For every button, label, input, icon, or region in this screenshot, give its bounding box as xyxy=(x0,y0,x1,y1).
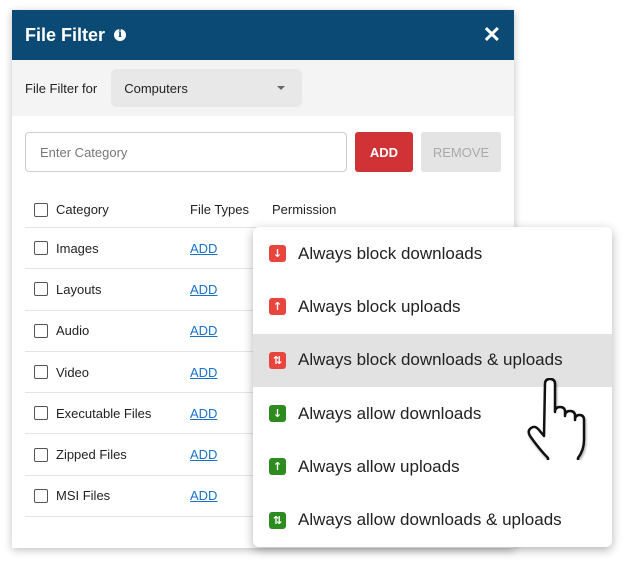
chevron-down-icon xyxy=(277,86,286,90)
filter-for-label: File Filter for xyxy=(25,80,98,96)
arrow-up-icon: ↑ xyxy=(269,298,286,316)
select-all-checkbox[interactable] xyxy=(34,202,48,217)
dialog-header: File Filter i ✕ xyxy=(12,10,514,60)
category-name: Executable Files xyxy=(56,405,152,421)
permission-option[interactable]: ⇅ Always block downloads & uploads xyxy=(253,333,612,387)
arrow-up-icon: ↑ xyxy=(269,458,286,476)
category-name: Video xyxy=(56,364,90,380)
remove-button[interactable]: REMOVE xyxy=(421,132,501,172)
row-checkbox[interactable] xyxy=(34,323,48,338)
add-file-types-link[interactable]: ADD xyxy=(190,364,218,380)
category-name: Zipped Files xyxy=(56,447,127,463)
add-file-types-link[interactable]: ADD xyxy=(190,447,218,463)
column-header-file-types: File Types xyxy=(190,202,250,217)
add-file-types-link[interactable]: ADD xyxy=(190,488,218,504)
row-checkbox[interactable] xyxy=(34,488,48,503)
arrow-down-icon: ↓ xyxy=(269,245,286,263)
category-name: Images xyxy=(56,240,99,256)
add-button[interactable]: ADD xyxy=(355,132,413,172)
row-checkbox[interactable] xyxy=(34,241,48,256)
category-input-row: ADD REMOVE xyxy=(25,132,501,172)
row-checkbox[interactable] xyxy=(34,447,48,462)
info-icon[interactable]: i xyxy=(114,29,127,41)
add-file-types-link[interactable]: ADD xyxy=(190,281,218,297)
row-checkbox[interactable] xyxy=(34,406,48,421)
dialog-title: File Filter xyxy=(25,24,106,45)
add-file-types-link[interactable]: ADD xyxy=(190,405,218,421)
hand-pointer-cursor-icon xyxy=(527,378,586,460)
row-checkbox[interactable] xyxy=(34,365,48,380)
permission-option[interactable]: ↓ Always allow downloads xyxy=(253,387,612,440)
row-checkbox[interactable] xyxy=(34,282,48,297)
arrows-up-down-icon: ⇅ xyxy=(269,511,286,529)
arrow-down-icon: ↓ xyxy=(269,405,286,423)
filter-bar: File Filter for Computers xyxy=(12,60,514,116)
add-file-types-link[interactable]: ADD xyxy=(190,240,218,256)
permission-option[interactable]: ↓ Always block downloads xyxy=(253,227,612,280)
arrows-up-down-icon: ⇅ xyxy=(269,351,286,369)
permission-option-label: Always block uploads xyxy=(298,296,461,316)
table-header: Category File Types Permission xyxy=(25,192,505,228)
permission-option-label: Always block downloads & uploads xyxy=(298,350,563,370)
filter-for-select[interactable]: Computers xyxy=(111,69,303,107)
column-header-category: Category xyxy=(56,202,109,217)
permission-option-label: Always allow uploads xyxy=(298,456,460,476)
column-header-permission: Permission xyxy=(272,202,337,217)
permission-option-label: Always block downloads xyxy=(298,243,483,263)
category-name: MSI Files xyxy=(56,488,111,504)
category-input[interactable] xyxy=(25,132,347,172)
category-name: Layouts xyxy=(56,281,102,297)
permission-option-label: Always allow downloads & uploads xyxy=(298,510,562,530)
filter-for-value: Computers xyxy=(124,80,188,96)
add-file-types-link[interactable]: ADD xyxy=(190,323,218,339)
close-icon[interactable]: ✕ xyxy=(482,22,501,47)
permission-option[interactable]: ⇅ Always allow downloads & uploads xyxy=(253,493,612,546)
permission-option[interactable]: ↑ Always block uploads xyxy=(253,280,612,333)
permission-option[interactable]: ↑ Always allow uploads xyxy=(253,440,612,493)
category-name: Audio xyxy=(56,323,90,339)
permission-option-label: Always allow downloads xyxy=(298,403,482,423)
